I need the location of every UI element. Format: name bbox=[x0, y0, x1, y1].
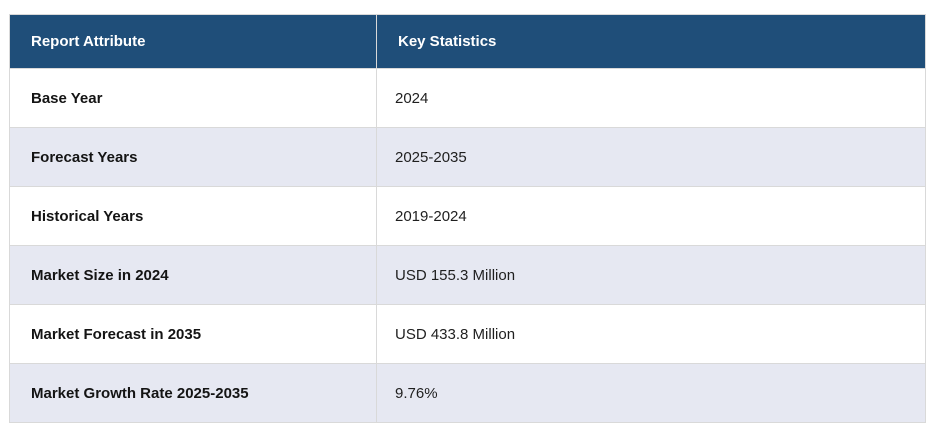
row-attribute-label: Historical Years bbox=[9, 186, 377, 246]
report-summary-table-container: Report Attribute Key Statistics Base Yea… bbox=[9, 14, 926, 423]
table-row-historical-years: Historical Years 2019-2024 bbox=[9, 186, 926, 246]
row-statistic-value: 2019-2024 bbox=[376, 186, 926, 246]
row-attribute-label: Market Growth Rate 2025-2035 bbox=[9, 363, 377, 423]
row-statistic-value: USD 155.3 Million bbox=[376, 245, 926, 305]
row-statistic-value: 2024 bbox=[376, 68, 926, 128]
row-statistic-value: 2025-2035 bbox=[376, 127, 926, 187]
table-row-market-forecast: Market Forecast in 2035 USD 433.8 Millio… bbox=[9, 304, 926, 364]
column-header-key-statistics: Key Statistics bbox=[376, 14, 926, 69]
table-header-row: Report Attribute Key Statistics bbox=[9, 14, 926, 69]
table-row-market-size: Market Size in 2024 USD 155.3 Million bbox=[9, 245, 926, 305]
row-attribute-label: Market Forecast in 2035 bbox=[9, 304, 377, 364]
row-attribute-label: Base Year bbox=[9, 68, 377, 128]
table-row-market-growth-rate: Market Growth Rate 2025-2035 9.76% bbox=[9, 363, 926, 423]
table-row-base-year: Base Year 2024 bbox=[9, 68, 926, 128]
row-attribute-label: Forecast Years bbox=[9, 127, 377, 187]
table-row-forecast-years: Forecast Years 2025-2035 bbox=[9, 127, 926, 187]
row-attribute-label: Market Size in 2024 bbox=[9, 245, 377, 305]
row-statistic-value: 9.76% bbox=[376, 363, 926, 423]
report-attributes-table: Report Attribute Key Statistics Base Yea… bbox=[9, 14, 926, 423]
row-statistic-value: USD 433.8 Million bbox=[376, 304, 926, 364]
column-header-report-attribute: Report Attribute bbox=[9, 14, 377, 69]
